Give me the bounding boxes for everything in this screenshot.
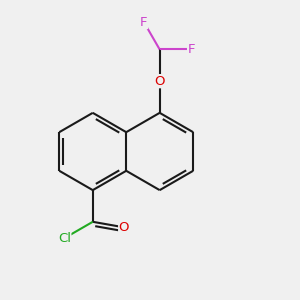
Text: O: O [119,221,129,234]
Text: Cl: Cl [58,232,71,245]
Text: F: F [140,16,148,28]
Text: O: O [154,75,165,88]
Text: F: F [188,43,195,56]
